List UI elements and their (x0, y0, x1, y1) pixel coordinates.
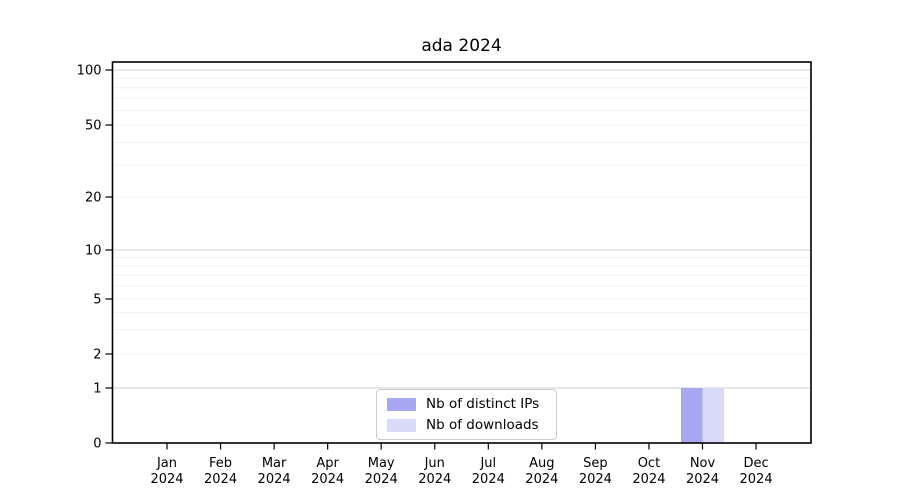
legend-item-downloads: Nb of downloads (387, 416, 546, 434)
svg-text:Aug: Aug (529, 456, 554, 471)
svg-text:2024: 2024 (740, 472, 773, 487)
svg-text:Jun: Jun (424, 456, 445, 471)
svg-text:2024: 2024 (365, 472, 398, 487)
svg-text:100: 100 (77, 64, 102, 79)
svg-text:Apr: Apr (316, 456, 339, 471)
svg-text:5: 5 (93, 293, 101, 308)
svg-text:10: 10 (85, 244, 102, 259)
svg-text:2024: 2024 (632, 472, 665, 487)
svg-text:2024: 2024 (150, 472, 183, 487)
svg-text:Feb: Feb (209, 456, 232, 471)
svg-text:2024: 2024 (204, 472, 237, 487)
svg-text:Nov: Nov (690, 456, 716, 471)
svg-text:Mar: Mar (262, 456, 287, 471)
svg-text:Sep: Sep (583, 456, 608, 471)
svg-text:May: May (368, 456, 395, 471)
legend-swatch-downloads (387, 418, 416, 432)
svg-text:0: 0 (93, 437, 101, 452)
svg-text:2024: 2024 (311, 472, 344, 487)
legend: Nb of distinct IPs Nb of downloads (376, 389, 557, 440)
svg-text:2024: 2024 (258, 472, 291, 487)
svg-text:Jan: Jan (156, 456, 177, 471)
chart-title: ada 2024 (421, 36, 502, 56)
svg-text:Oct: Oct (638, 456, 660, 471)
svg-text:50: 50 (85, 119, 102, 134)
svg-text:2024: 2024 (579, 472, 612, 487)
svg-text:2: 2 (93, 348, 101, 363)
svg-text:2024: 2024 (472, 472, 505, 487)
legend-label-distinct-ips: Nb of distinct IPs (426, 396, 540, 412)
legend-item-distinct-ips: Nb of distinct IPs (387, 395, 546, 413)
svg-text:Jul: Jul (479, 456, 496, 471)
legend-label-downloads: Nb of downloads (426, 417, 539, 433)
legend-swatch-distinct-ips (387, 397, 416, 411)
svg-text:20: 20 (85, 191, 102, 206)
svg-text:2024: 2024 (525, 472, 558, 487)
svg-text:1: 1 (93, 382, 101, 397)
svg-text:Dec: Dec (743, 456, 768, 471)
svg-text:2024: 2024 (686, 472, 719, 487)
svg-text:2024: 2024 (418, 472, 451, 487)
